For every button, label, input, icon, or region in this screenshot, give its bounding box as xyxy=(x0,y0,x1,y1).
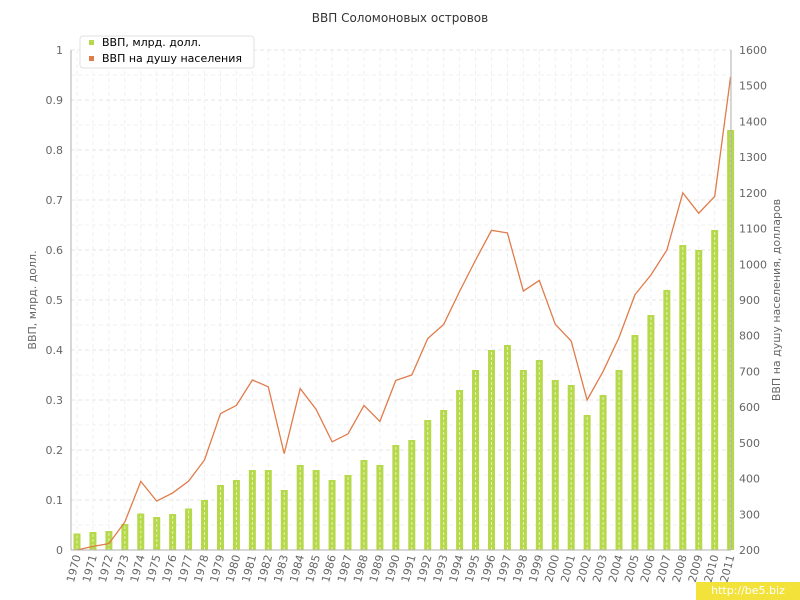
left-axis-title: ВВП, млрд. долл. xyxy=(26,250,39,349)
left-tick-label: 0.5 xyxy=(46,294,64,307)
legend-label-gdp: ВВП, млрд. долл. xyxy=(102,36,201,49)
legend-swatch-per-capita xyxy=(89,56,94,61)
left-tick-label: 0.9 xyxy=(46,94,64,107)
axes xyxy=(70,50,732,551)
right-tick-label: 1200 xyxy=(739,187,767,200)
right-tick-label: 900 xyxy=(739,294,760,307)
right-axis-title: ВВП на душу населения, долларов xyxy=(770,199,783,401)
left-tick-label: 0.6 xyxy=(46,244,64,257)
left-axis-ticks: 0 0.1 0.2 0.3 0.4 0.5 0.6 0.7 0.8 0.9 1 xyxy=(46,44,64,557)
left-tick-label: 0.2 xyxy=(46,444,64,457)
bar xyxy=(185,508,193,550)
right-tick-label: 1000 xyxy=(739,258,767,271)
left-tick-label: 1 xyxy=(56,44,63,57)
right-tick-label: 700 xyxy=(739,365,760,378)
per-capita-line xyxy=(76,76,732,551)
chart-title: ВВП Соломоновых островов xyxy=(312,11,488,25)
right-tick-label: 1600 xyxy=(739,44,767,57)
legend: ВВП, млрд. долл. ВВП на душу населения xyxy=(79,35,255,69)
bar-series xyxy=(73,130,735,550)
right-tick-label: 200 xyxy=(739,544,760,557)
legend-box xyxy=(79,35,255,69)
left-tick-label: 0.1 xyxy=(46,494,64,507)
legend-swatch-gdp xyxy=(89,40,94,45)
right-tick-label: 400 xyxy=(739,473,760,486)
watermark: http://be5.biz xyxy=(696,582,800,600)
right-tick-label: 800 xyxy=(739,330,760,343)
left-tick-label: 0.4 xyxy=(46,344,64,357)
left-tick-label: 0.8 xyxy=(46,144,64,157)
left-tick-label: 0.7 xyxy=(46,194,64,207)
x-axis-ticks: 1970197119721973197419751976197719781979… xyxy=(64,553,737,583)
right-axis-ticks: 200 300 400 500 600 700 800 900 1000 1100 1200 1300… xyxy=(739,44,767,557)
right-tick-label: 600 xyxy=(739,401,760,414)
right-tick-label: 300 xyxy=(739,508,760,521)
right-tick-label: 1500 xyxy=(739,80,767,93)
left-tick-label: 0.3 xyxy=(46,394,64,407)
right-tick-label: 1100 xyxy=(739,223,767,236)
legend-label-per-capita: ВВП на душу населения xyxy=(102,52,242,65)
bar xyxy=(153,517,161,550)
right-tick-label: 1300 xyxy=(739,151,767,164)
left-tick-label: 0 xyxy=(56,544,63,557)
right-tick-label: 1400 xyxy=(739,115,767,128)
right-tick-label: 500 xyxy=(739,437,760,450)
